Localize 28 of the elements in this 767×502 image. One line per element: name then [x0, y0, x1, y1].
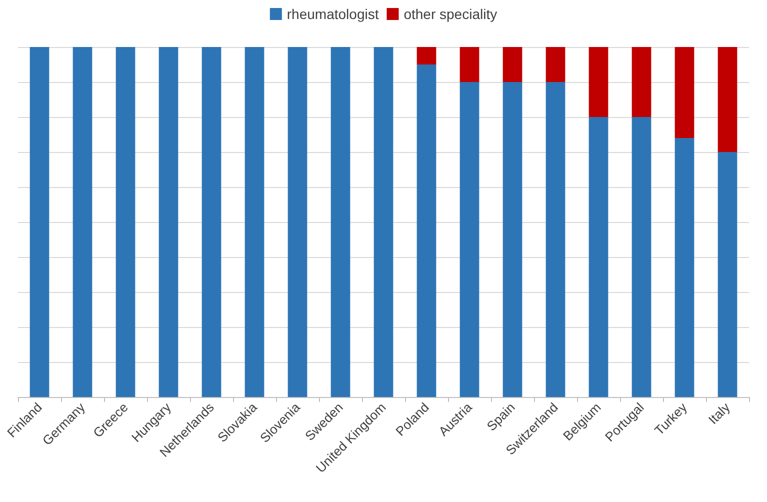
bar: [502, 82, 522, 397]
bar: [718, 47, 738, 152]
x-tick-label: Italy: [705, 399, 734, 428]
bar: [30, 47, 50, 397]
bar: [72, 47, 92, 397]
bar: [460, 82, 480, 397]
bar: [546, 47, 566, 82]
legend-label: rheumatologist: [286, 6, 379, 22]
bar: [202, 47, 222, 397]
bar: [460, 47, 480, 82]
bar: [546, 82, 566, 397]
legend-label: other speciality: [404, 6, 498, 22]
bar: [158, 47, 178, 397]
bar: [502, 47, 522, 82]
bar: [244, 47, 264, 397]
bar: [588, 117, 608, 397]
bar: [632, 47, 652, 117]
bar: [116, 47, 136, 397]
bar: [674, 138, 694, 397]
bar: [674, 47, 694, 138]
bar: [374, 47, 394, 397]
bar: [416, 47, 436, 64]
bar: [330, 47, 350, 397]
bar: [718, 152, 738, 397]
bar: [288, 47, 308, 397]
bar: [416, 64, 436, 397]
bar: [588, 47, 608, 117]
bar: [632, 117, 652, 397]
